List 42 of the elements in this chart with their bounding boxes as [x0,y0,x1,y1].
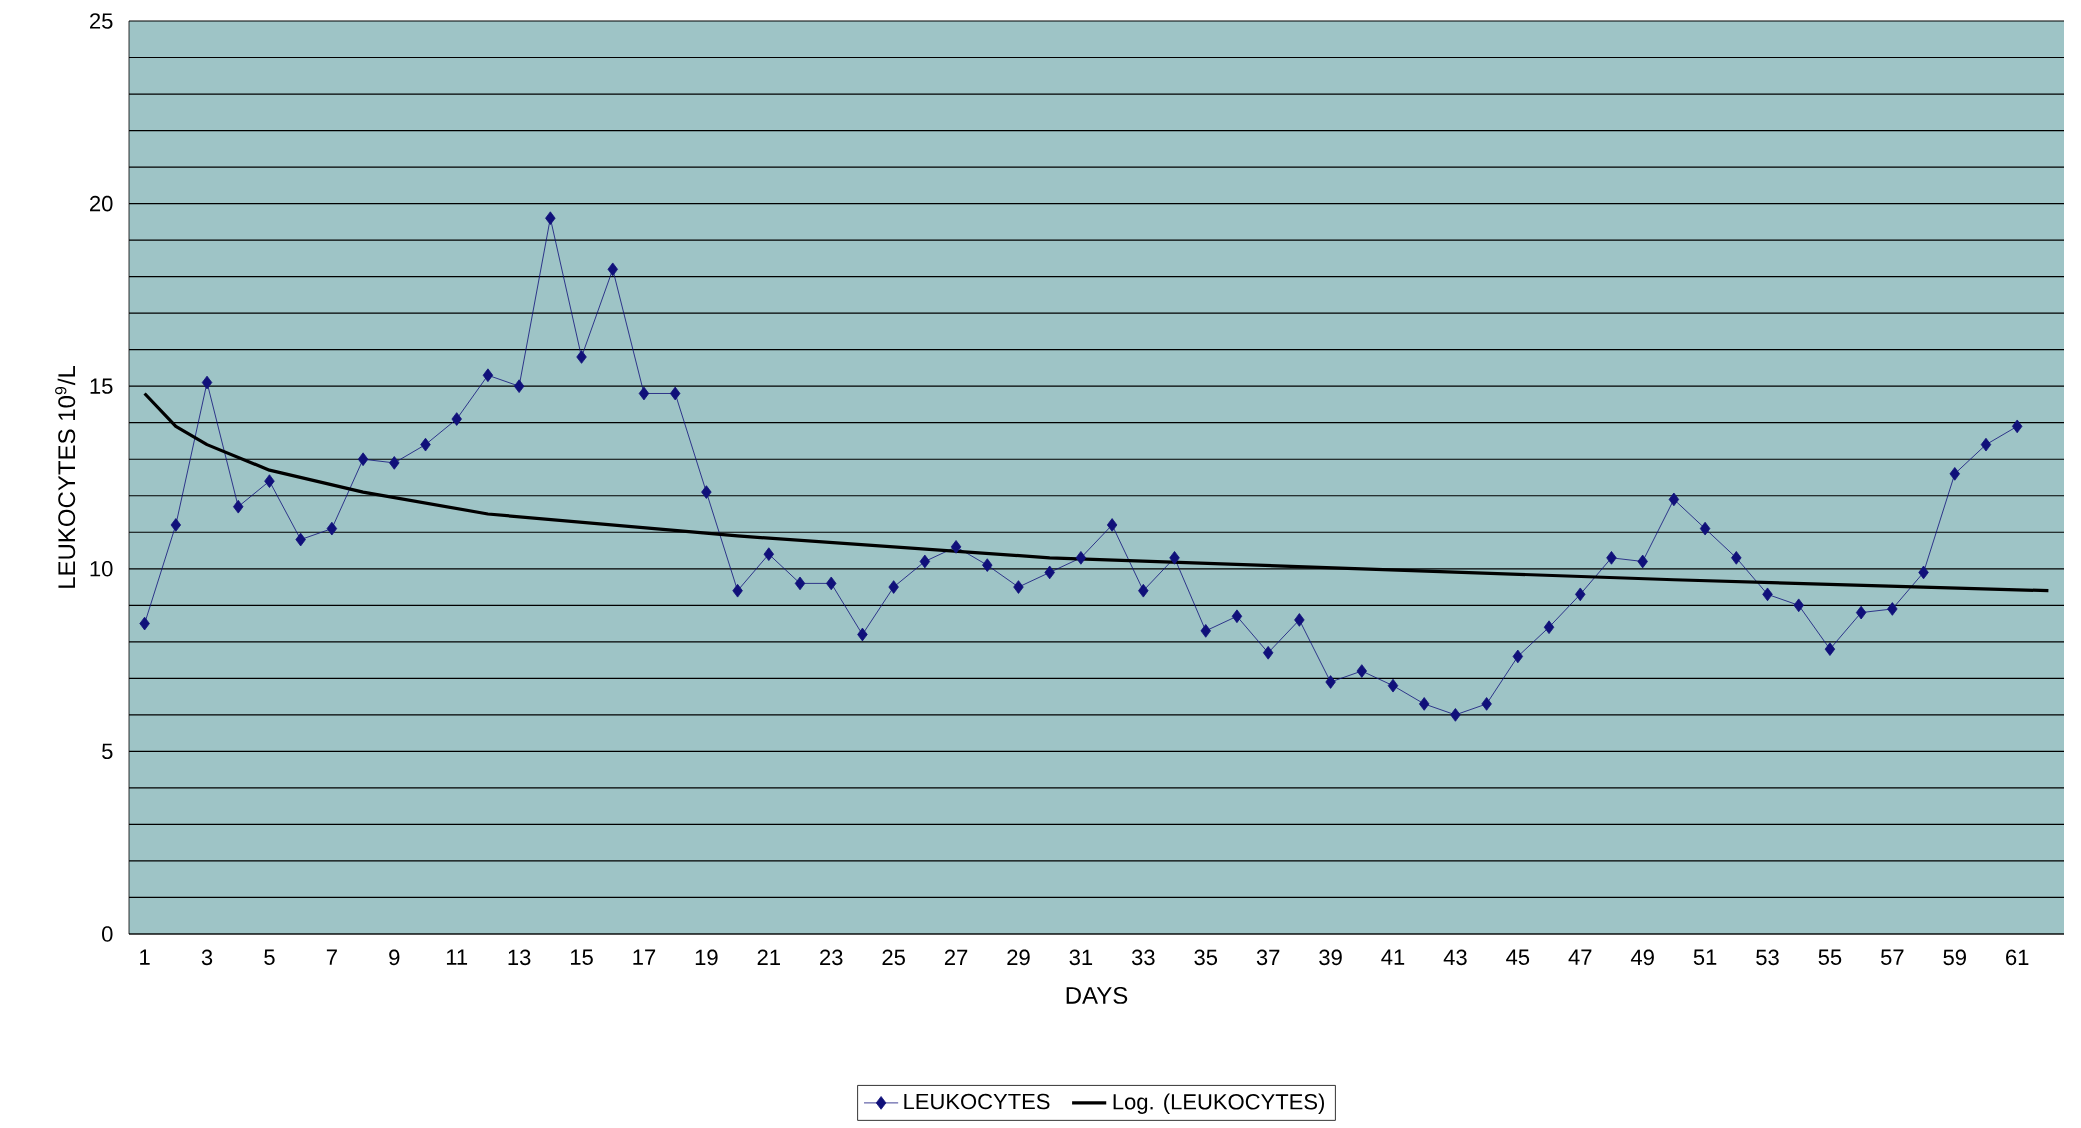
x-tick-label: 47 [1568,949,1592,965]
x-tick-label: 25 [882,949,905,966]
x-tick-label: 39 [1319,949,1342,966]
y-tick-label: 5 [102,743,113,760]
x-tick-label: 19 [695,949,718,966]
x-tick-label: 55 [1818,949,1842,965]
line-series [143,391,2050,593]
x-tick-label: 37 [1256,949,1280,966]
y-axis-title: LEUKOCYTES 10$^{9}$/L [55,365,76,588]
x-tick-label: 31 [1069,949,1093,966]
x-tick-label: 23 [820,949,843,966]
y-tick-label: 25 [90,13,113,29]
x-tick-label: 15 [570,949,593,965]
x-tick-label: 27 [944,949,968,965]
y-tick-label: 10 [90,561,113,577]
x-tick-label: 59 [1943,949,1966,966]
x-tick-label: 57 [1880,949,1904,965]
x-tick-label: 3 [201,949,213,966]
x-tick-label: 45 [1506,949,1530,965]
x-tick-label: 21 [757,949,780,965]
x-tick-label: 51 [1693,949,1717,965]
x-tick-label: 5 [264,949,275,965]
x-tick-label: 9 [389,949,400,966]
x-tick-label: 35 [1194,949,1218,966]
x-tick-label: 17 [633,949,656,965]
x-tick-label: 53 [1756,949,1779,966]
y-tick-label: 0 [102,926,113,942]
y-tick-label: 20 [90,195,113,212]
legend-label: LEUKOCYTES [904,1093,1050,1110]
x-tick-label: 43 [1443,949,1467,966]
x-tick-label: 33 [1131,949,1155,966]
x-tick-label: 1 [140,949,150,965]
x-tick-label: 11 [446,949,468,965]
x-tick-label: 13 [508,949,531,966]
legend-label: Log. (LEUKOCYTES) [1113,1093,1324,1114]
x-tick-label: 49 [1630,949,1654,966]
x-tick-label: 29 [1007,949,1030,966]
x-axis-title: DAYS [1066,986,1128,1004]
x-tick-label: 61 [2006,949,2029,966]
y-tick-label: 15 [90,378,113,394]
x-tick-label: 7 [326,949,337,965]
x-tick-label: 41 [1381,949,1405,965]
